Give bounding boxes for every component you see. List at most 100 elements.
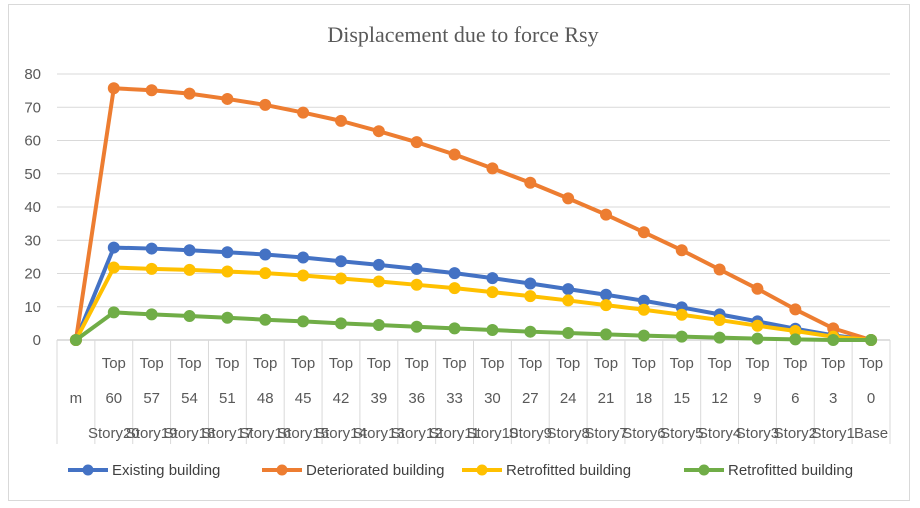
data-point (372, 125, 385, 138)
legend-label: Deteriorated building (306, 462, 444, 479)
x-category-story: Story10 (467, 425, 519, 442)
x-category-top: Top (594, 355, 618, 372)
legend-label: Retrofitted building (728, 462, 853, 479)
data-point (600, 299, 613, 312)
x-category-story: Story5 (660, 425, 703, 442)
data-point (259, 267, 272, 280)
data-point (183, 244, 196, 257)
data-point (221, 92, 234, 105)
data-point (486, 324, 499, 337)
x-category-top: Top (405, 355, 429, 372)
legend-marker (82, 464, 94, 476)
data-point (600, 328, 613, 341)
data-point (372, 319, 385, 332)
data-point (751, 319, 764, 332)
data-point (713, 314, 726, 327)
data-point (524, 325, 537, 338)
x-category-story: Story11 (429, 425, 480, 442)
data-point (297, 251, 310, 264)
data-point (486, 286, 499, 299)
data-point (562, 294, 575, 307)
y-tick-label: 80 (24, 66, 41, 83)
data-point (410, 136, 423, 149)
data-point (448, 322, 461, 335)
x-category-top: Top (783, 355, 807, 372)
legend-marker (698, 464, 710, 476)
data-point (221, 265, 234, 278)
data-point (297, 106, 310, 119)
legend-entry: Deteriorated building (262, 462, 444, 479)
data-point (145, 262, 158, 275)
x-category-top: Top (177, 355, 201, 372)
data-point (675, 308, 688, 321)
legend-label: Existing building (112, 462, 220, 479)
x-category-value: 27 (522, 390, 539, 407)
x-category-top: Top (253, 355, 277, 372)
x-category-top: Top (556, 355, 580, 372)
data-point (600, 288, 613, 301)
x-category-value: 51 (219, 390, 236, 407)
x-category-top: Top (632, 355, 656, 372)
y-tick-label: 0 (33, 332, 41, 349)
x-category-story: Story7 (584, 425, 627, 442)
data-point (259, 98, 272, 111)
x-category-story: Story15 (277, 425, 329, 442)
data-point (145, 84, 158, 97)
data-point (107, 241, 120, 254)
chart-frame (8, 4, 910, 501)
x-category-story: Story14 (315, 425, 367, 442)
series-line (73, 86, 874, 342)
data-point (334, 317, 347, 330)
y-tick-label: 10 (24, 299, 41, 316)
x-category-value: 6 (791, 390, 799, 407)
data-point (675, 244, 688, 257)
x-category-story: Story9 (509, 425, 552, 442)
series-3 (69, 261, 878, 346)
x-category-story: Story12 (391, 425, 443, 442)
data-point (751, 282, 764, 295)
data-point (183, 263, 196, 276)
y-tick-label: 70 (24, 99, 41, 116)
x-category-value: 48 (257, 390, 274, 407)
x-category-value: 15 (673, 390, 690, 407)
x-category-value: 33 (446, 390, 463, 407)
x-category-value: 18 (636, 390, 653, 407)
data-point (713, 331, 726, 344)
y-tick-label: 60 (24, 133, 41, 150)
data-point (562, 283, 575, 296)
x-category-story: Story6 (622, 425, 665, 442)
data-point (221, 311, 234, 324)
x-category-value: m (70, 390, 83, 407)
data-point (145, 308, 158, 321)
data-point (789, 303, 802, 316)
data-point (789, 333, 802, 346)
data-point (410, 262, 423, 275)
data-point (637, 226, 650, 239)
x-category-top: Top (821, 355, 845, 372)
data-point (297, 269, 310, 282)
data-point (637, 303, 650, 316)
data-point (107, 82, 120, 95)
data-point (69, 334, 82, 346)
data-point (372, 275, 385, 288)
x-category-value: 24 (560, 390, 577, 407)
data-point (259, 313, 272, 326)
data-point (486, 162, 499, 175)
x-category-top: Top (518, 355, 542, 372)
x-category-value: 57 (143, 390, 160, 407)
data-point (107, 306, 120, 319)
legend-entry: Retrofitted building (462, 462, 631, 479)
data-point (334, 272, 347, 285)
legend-marker (276, 464, 288, 476)
data-point (827, 334, 840, 346)
x-category-story: Story17 (202, 425, 254, 442)
x-category-value: 36 (408, 390, 425, 407)
data-point (334, 114, 347, 127)
series-line (73, 245, 874, 342)
x-category-top: Top (480, 355, 504, 372)
data-point (486, 272, 499, 285)
data-point (448, 267, 461, 280)
x-category-value: 3 (829, 390, 837, 407)
data-point (221, 246, 234, 259)
legend-entry: Existing building (68, 462, 220, 479)
